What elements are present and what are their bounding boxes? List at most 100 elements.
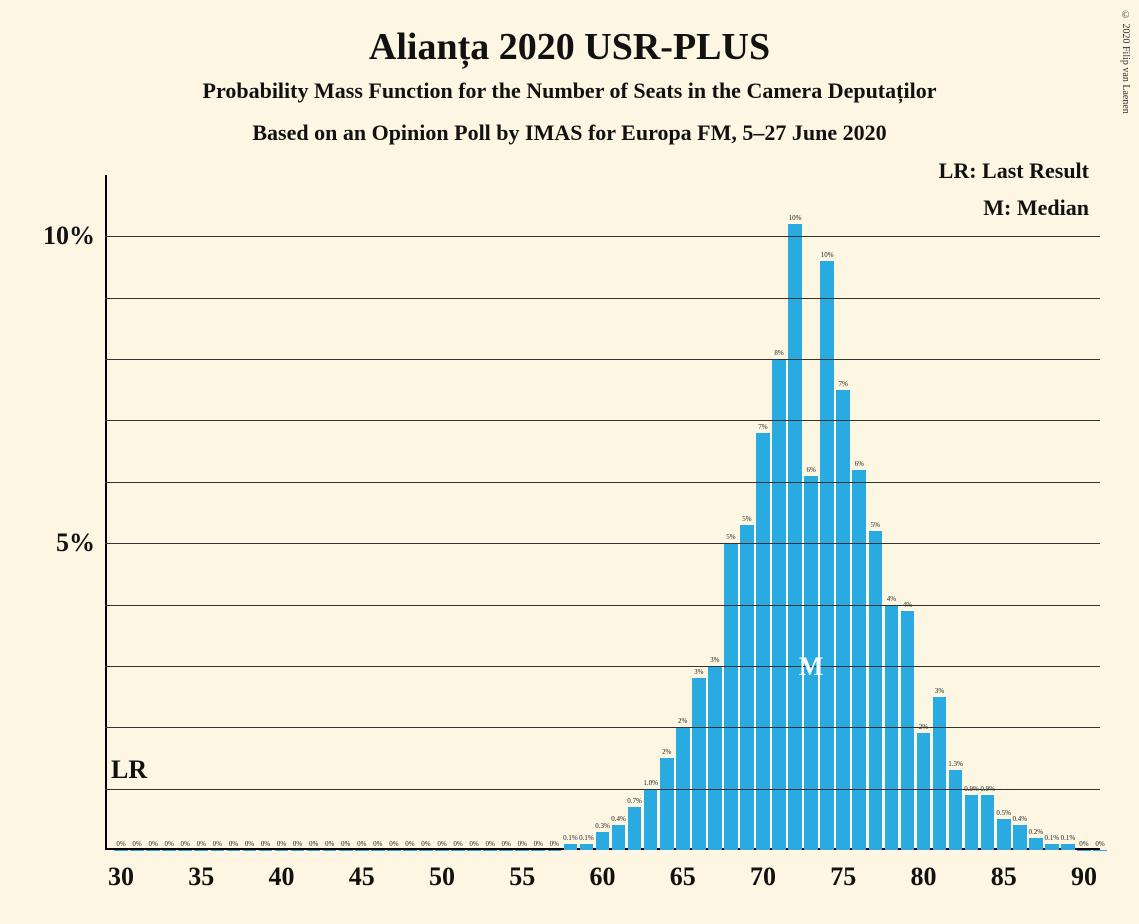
bar: 0% (114, 850, 128, 851)
bar-value-label: 2% (678, 717, 687, 725)
y-tick-label: 10% (43, 221, 95, 251)
median-marker: M (799, 652, 824, 682)
bar: 0.5% (997, 819, 1011, 850)
bar-value-label: 0% (148, 840, 157, 848)
bar: 0% (275, 850, 289, 851)
x-tick-label: 75 (830, 862, 856, 892)
bar: 5% (740, 525, 754, 850)
bar-value-label: 0% (197, 840, 206, 848)
bar: 1.3% (949, 770, 963, 850)
x-tick-label: 70 (750, 862, 776, 892)
x-tick-label: 30 (108, 862, 134, 892)
bar: 0.7% (628, 807, 642, 850)
gridline-horizontal (105, 605, 1100, 606)
bars-container: 0%0%0%0%0%0%0%0%0%0%0%0%0%0%0%0%0%0%0%0%… (105, 175, 1100, 850)
bar: 0.1% (1045, 844, 1059, 850)
bar: 0% (499, 850, 513, 851)
x-tick-label: 60 (590, 862, 616, 892)
bar-value-label: 10% (821, 251, 834, 259)
bar-value-label: 0% (213, 840, 222, 848)
bar: 3% (933, 697, 947, 850)
bar: 0.3% (596, 832, 610, 850)
gridline-horizontal (105, 420, 1100, 421)
x-tick-label: 50 (429, 862, 455, 892)
bar-value-label: 3% (710, 656, 719, 664)
bar-value-label: 0% (341, 840, 350, 848)
bar-value-label: 0% (518, 840, 527, 848)
bar-value-label: 0% (132, 840, 141, 848)
gridline-horizontal (105, 543, 1100, 544)
bar: 0% (355, 850, 369, 851)
gridline-horizontal (105, 789, 1100, 790)
bar: 0% (1093, 850, 1107, 851)
bar-value-label: 0% (245, 840, 254, 848)
bar-value-label: 8% (774, 349, 783, 357)
bar: 0.1% (564, 844, 578, 850)
bar: 2% (917, 733, 931, 850)
x-tick-label: 55 (509, 862, 535, 892)
bar: 0% (227, 850, 241, 851)
bar: 0.9% (965, 795, 979, 850)
bar-value-label: 5% (726, 533, 735, 541)
bar: 0% (162, 850, 176, 851)
bar: 0% (467, 850, 481, 851)
bar-value-label: 6% (806, 466, 815, 474)
gridline-horizontal (105, 359, 1100, 360)
bar: 1.0% (644, 789, 658, 850)
x-tick-label: 90 (1071, 862, 1097, 892)
bar-value-label: 5% (871, 521, 880, 529)
bar-value-label: 0% (453, 840, 462, 848)
bar-value-label: 0% (469, 840, 478, 848)
bar-value-label: 10% (789, 214, 802, 222)
bar-value-label: 0% (357, 840, 366, 848)
bar-value-label: 0.7% (627, 797, 642, 805)
bar: 10% (820, 261, 834, 850)
bar: 3% (692, 678, 706, 850)
bar: 5% (724, 543, 738, 850)
bar-value-label: 0% (165, 840, 174, 848)
bar: 0.4% (612, 825, 626, 850)
bar-value-label: 4% (887, 595, 896, 603)
bar-value-label: 0% (502, 840, 511, 848)
x-tick-label: 85 (991, 862, 1017, 892)
bar: 0% (194, 850, 208, 851)
bar: 7% (756, 433, 770, 850)
bar: 0% (548, 850, 562, 851)
bar: 0% (403, 850, 417, 851)
gridline-horizontal (105, 298, 1100, 299)
gridline-horizontal (105, 482, 1100, 483)
bar: 7% (836, 390, 850, 850)
bar-value-label: 0% (485, 840, 494, 848)
bar-value-label: 0% (405, 840, 414, 848)
x-tick-label: 65 (670, 862, 696, 892)
bar-value-label: 0.4% (611, 815, 626, 823)
bar-value-label: 0.2% (1029, 828, 1044, 836)
bar: 0% (515, 850, 529, 851)
x-tick-label: 40 (269, 862, 295, 892)
bar-value-label: 0.1% (1061, 834, 1076, 842)
bar: 0% (1077, 850, 1091, 851)
bar-value-label: 0% (277, 840, 286, 848)
bar: 0.1% (1061, 844, 1075, 850)
bar-value-label: 0% (293, 840, 302, 848)
bar-value-label: 1.0% (643, 779, 658, 787)
bar: 0% (178, 850, 192, 851)
bar-value-label: 0% (261, 840, 270, 848)
bar: 0% (435, 850, 449, 851)
bar-value-label: 0% (389, 840, 398, 848)
bar-value-label: 5% (742, 515, 751, 523)
bar: 6% (852, 470, 866, 850)
bar-value-label: 0% (116, 840, 125, 848)
bar-value-label: 0% (437, 840, 446, 848)
bar: 0% (243, 850, 257, 851)
bar: 0% (387, 850, 401, 851)
bar: 0.2% (1029, 838, 1043, 850)
bar: 2% (660, 758, 674, 850)
bar: 3% (708, 666, 722, 850)
bar: 0% (419, 850, 433, 851)
gridline-horizontal (105, 236, 1100, 237)
plot-area: 0%0%0%0%0%0%0%0%0%0%0%0%0%0%0%0%0%0%0%0%… (105, 175, 1100, 850)
bar-value-label: 2% (662, 748, 671, 756)
chart-subtitle-2: Based on an Opinion Poll by IMAS for Eur… (0, 120, 1139, 146)
bar-value-label: 0% (181, 840, 190, 848)
